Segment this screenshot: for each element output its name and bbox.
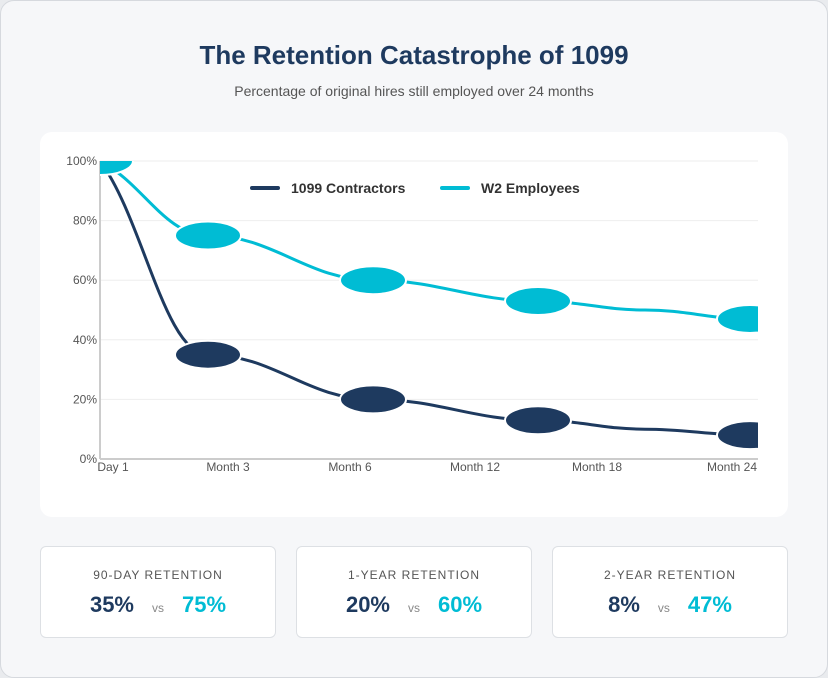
data-point bbox=[339, 384, 407, 415]
data-point bbox=[100, 161, 134, 176]
page-subtitle: Percentage of original hires still emplo… bbox=[234, 83, 594, 99]
x-tick-label: Month 24 bbox=[707, 460, 757, 474]
y-tick-label: 60% bbox=[73, 273, 97, 287]
stat-card-2-year: 2-YEAR RETENTION 8% vs 47% bbox=[552, 546, 788, 638]
series-line-0 bbox=[100, 161, 751, 437]
y-tick-label: 100% bbox=[66, 154, 97, 168]
x-tick-label: Month 12 bbox=[450, 460, 500, 474]
x-tick-label: Month 3 bbox=[206, 460, 250, 474]
stat-vs: vs bbox=[408, 601, 420, 615]
stat-label: 90-DAY RETENTION bbox=[93, 568, 223, 582]
legend-label: W2 Employees bbox=[481, 180, 580, 196]
legend-label: 1099 Contractors bbox=[291, 180, 406, 196]
chart-card bbox=[40, 132, 788, 517]
data-point bbox=[174, 220, 242, 251]
data-point bbox=[174, 339, 242, 370]
stat-card-1-year: 1-YEAR RETENTION 20% vs 60% bbox=[296, 546, 532, 638]
data-point bbox=[716, 303, 758, 334]
x-tick-label: Month 18 bbox=[572, 460, 622, 474]
x-tick-label: Day 1 bbox=[97, 460, 129, 474]
y-tick-label: 80% bbox=[73, 214, 97, 228]
data-point bbox=[716, 420, 758, 451]
stat-employee-value: 47% bbox=[687, 592, 732, 617]
y-tick-label: 40% bbox=[73, 333, 97, 347]
stat-vs: vs bbox=[657, 601, 670, 615]
stat-label: 1-YEAR RETENTION bbox=[347, 568, 480, 582]
stat-employee-value: 60% bbox=[438, 592, 483, 617]
stat-contractor-value: 20% bbox=[345, 592, 390, 617]
page-title: The Retention Catastrophe of 1099 bbox=[199, 40, 629, 70]
stat-vs: vs bbox=[152, 601, 164, 615]
stat-card-90-day: 90-DAY RETENTION 35% vs 75% bbox=[40, 546, 276, 638]
y-tick-label: 0% bbox=[80, 452, 98, 466]
data-point bbox=[504, 286, 572, 317]
stat-label: 2-YEAR RETENTION bbox=[603, 568, 736, 582]
stat-contractor-value: 35% bbox=[89, 592, 134, 617]
x-tick-label: Month 6 bbox=[328, 460, 372, 474]
stat-employee-value: 75% bbox=[182, 592, 227, 617]
stat-contractor-value: 8% bbox=[608, 592, 640, 617]
y-tick-label: 20% bbox=[73, 392, 97, 406]
data-point bbox=[339, 265, 407, 296]
data-point bbox=[504, 405, 572, 436]
